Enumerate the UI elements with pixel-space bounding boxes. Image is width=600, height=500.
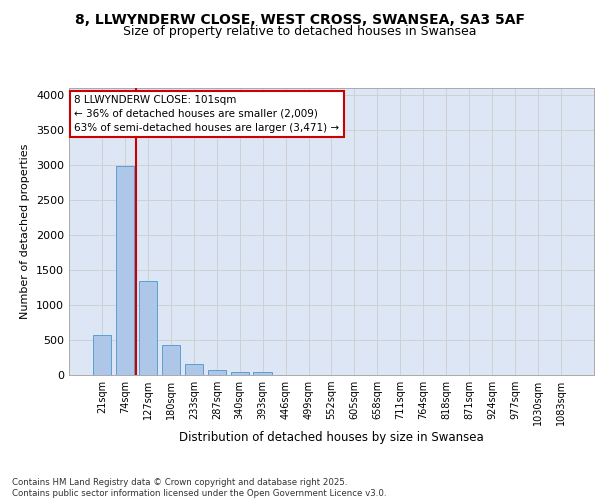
Bar bbox=[162, 345, 180, 375]
Bar bbox=[139, 281, 157, 375]
Bar bbox=[93, 335, 111, 375]
Text: Contains HM Land Registry data © Crown copyright and database right 2025.
Contai: Contains HM Land Registry data © Crown c… bbox=[12, 478, 386, 498]
Y-axis label: Number of detached properties: Number of detached properties bbox=[20, 144, 31, 319]
Bar bbox=[116, 166, 134, 375]
Bar bbox=[230, 372, 249, 375]
Text: Size of property relative to detached houses in Swansea: Size of property relative to detached ho… bbox=[123, 25, 477, 38]
Bar bbox=[208, 370, 226, 375]
X-axis label: Distribution of detached houses by size in Swansea: Distribution of detached houses by size … bbox=[179, 430, 484, 444]
Bar bbox=[253, 372, 272, 375]
Bar bbox=[185, 364, 203, 375]
Text: 8 LLWYNDERW CLOSE: 101sqm
← 36% of detached houses are smaller (2,009)
63% of se: 8 LLWYNDERW CLOSE: 101sqm ← 36% of detac… bbox=[74, 94, 340, 132]
Text: 8, LLWYNDERW CLOSE, WEST CROSS, SWANSEA, SA3 5AF: 8, LLWYNDERW CLOSE, WEST CROSS, SWANSEA,… bbox=[75, 12, 525, 26]
